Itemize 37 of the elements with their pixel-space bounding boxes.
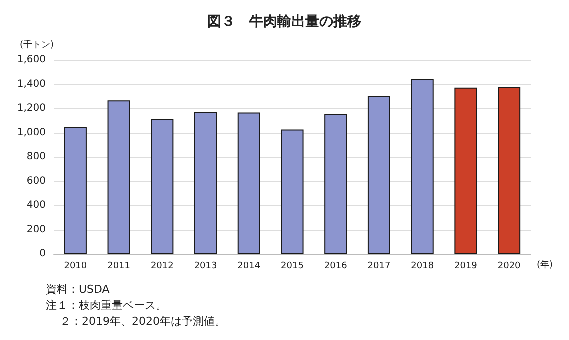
bar (411, 79, 434, 254)
bar (238, 112, 260, 254)
bar (281, 130, 304, 254)
x-tick-label: 2012 (150, 262, 174, 272)
y-tick-label: 400 (26, 200, 46, 211)
x-tick-label: 2011 (108, 262, 130, 272)
x-tick-label: 2013 (194, 262, 218, 272)
y-tick-label: 1,200 (17, 103, 46, 114)
y-tick-label: 200 (26, 224, 46, 236)
x-tick-label: 2010 (64, 262, 88, 272)
y-tick-label: 600 (26, 176, 46, 187)
x-tick-label: 2015 (281, 262, 304, 272)
x-tick-label: 2019 (454, 262, 478, 272)
x-tick-label: 2016 (324, 262, 348, 272)
x-tick-label: 2017 (368, 262, 391, 272)
text: 資料：USDA (46, 283, 110, 296)
bar (64, 127, 87, 254)
y-tick-label: 1,400 (17, 78, 46, 90)
bar (324, 114, 348, 254)
chart-title: 図３ 牛肉輸出量の推移 (208, 14, 362, 30)
y-tick-label: 800 (26, 152, 46, 162)
x-tick-label: 2018 (411, 262, 434, 272)
bar (108, 100, 130, 254)
bar (498, 87, 521, 254)
bar (368, 96, 390, 254)
x-axis-title: (年) (537, 260, 554, 270)
text: 注１：枝肉重量ベース。 (46, 299, 167, 312)
x-tick-label: 2014 (238, 262, 261, 272)
text: ２：2019年、2020年は予測値。 (60, 315, 226, 328)
y-tick-label: 1,600 (17, 54, 46, 66)
x-tick-label: 2020 (498, 262, 522, 272)
bar (194, 112, 218, 254)
y-tick-label: 0 (40, 248, 46, 260)
y-axis-title: (千トン) (20, 40, 54, 50)
y-tick-label: 1,000 (17, 127, 46, 138)
bar (151, 119, 174, 254)
bar (454, 88, 478, 254)
